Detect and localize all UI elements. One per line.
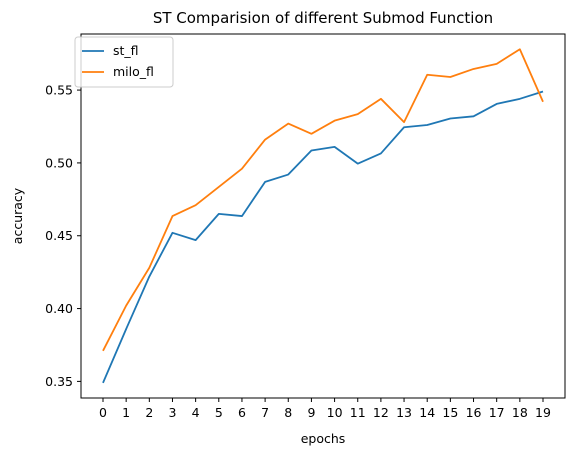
legend-label-st-fl: st_fl xyxy=(113,43,139,58)
x-tick-label: 15 xyxy=(442,405,458,420)
x-tick-label: 18 xyxy=(512,405,528,420)
x-tick-label: 16 xyxy=(466,405,482,420)
legend-label-milo-fl: milo_fl xyxy=(113,64,154,79)
x-tick-label: 9 xyxy=(307,405,315,420)
y-axis: 0.35 0.40 0.45 0.50 0.55 xyxy=(45,83,81,389)
chart-title: ST Comparision of different Submod Funct… xyxy=(153,9,493,27)
y-tick-label: 0.40 xyxy=(45,301,73,316)
x-axis: 0 1 2 3 4 5 6 7 8 9 10 11 12 13 14 15 16 17 18 19 xyxy=(99,398,551,420)
x-tick-label: 0 xyxy=(99,405,107,420)
plot-frame xyxy=(80,33,566,399)
y-axis-title: accuracy xyxy=(10,187,25,244)
x-tick-label: 10 xyxy=(327,405,343,420)
x-tick-label: 13 xyxy=(396,405,412,420)
x-tick-label: 12 xyxy=(373,405,389,420)
series-line-milo-fl xyxy=(102,48,544,352)
x-tick-label: 19 xyxy=(535,405,551,420)
x-tick-label: 5 xyxy=(215,405,223,420)
x-tick-label: 17 xyxy=(489,405,505,420)
series-line-st-fl xyxy=(102,90,544,384)
x-axis-title: epochs xyxy=(301,431,346,446)
series-layer xyxy=(102,48,544,384)
legend: st_fl milo_fl xyxy=(74,36,174,88)
x-tick-label: 11 xyxy=(350,405,366,420)
x-tick-label: 3 xyxy=(168,405,176,420)
y-tick-label: 0.45 xyxy=(45,228,73,243)
y-tick-label: 0.55 xyxy=(45,83,73,98)
legend-box xyxy=(74,36,174,88)
x-tick-label: 8 xyxy=(284,405,292,420)
x-tick-label: 6 xyxy=(238,405,246,420)
y-tick-label: 0.35 xyxy=(45,374,73,389)
x-tick-label: 14 xyxy=(419,405,435,420)
x-tick-label: 7 xyxy=(261,405,269,420)
y-tick-label: 0.50 xyxy=(45,155,73,170)
x-tick-label: 4 xyxy=(192,405,200,420)
x-tick-label: 1 xyxy=(122,405,130,420)
x-tick-label: 2 xyxy=(145,405,153,420)
